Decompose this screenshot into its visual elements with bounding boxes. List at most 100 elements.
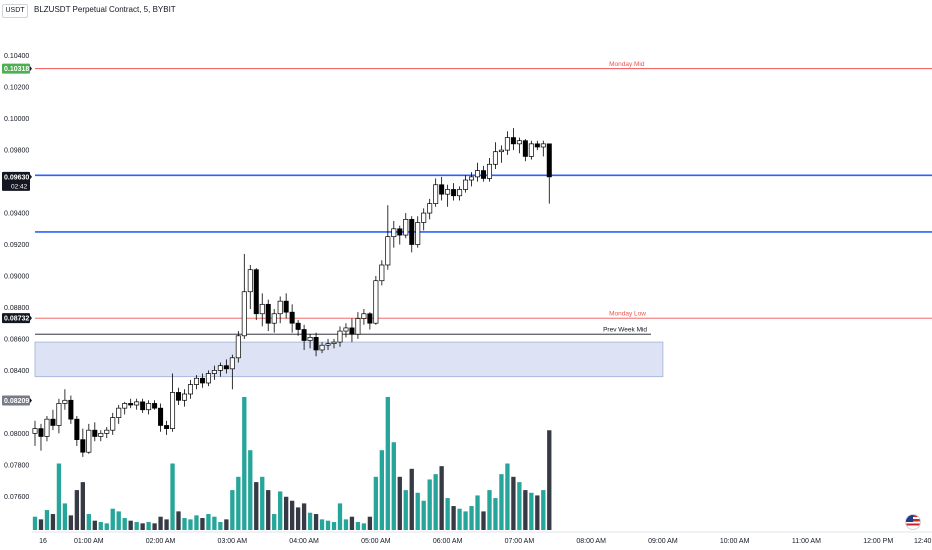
candle[interactable]	[445, 189, 451, 195]
candle[interactable]	[259, 303, 265, 315]
candle[interactable]	[421, 212, 427, 223]
candle[interactable]	[140, 401, 146, 411]
candle[interactable]	[122, 403, 128, 409]
candle[interactable]	[469, 176, 475, 181]
candle[interactable]	[217, 365, 223, 371]
candle[interactable]	[158, 407, 164, 426]
x-tick-label: 12:40 P	[914, 538, 932, 545]
candle[interactable]	[475, 170, 481, 178]
candle[interactable]	[211, 370, 217, 374]
volume-bar	[248, 450, 253, 530]
candle[interactable]	[528, 143, 534, 157]
candle[interactable]	[128, 403, 134, 406]
candle[interactable]	[44, 418, 50, 437]
candle[interactable]	[265, 303, 271, 324]
time-axis[interactable]: 16 01:00 AM 02:00 AM 03:00 AM 04:00 AM 05:00 …	[32, 531, 932, 545]
candle[interactable]	[325, 343, 331, 346]
candle[interactable]	[379, 264, 385, 282]
candle[interactable]	[116, 407, 122, 418]
candle[interactable]	[415, 222, 421, 245]
volume-bar	[415, 492, 420, 530]
candle[interactable]	[427, 203, 433, 214]
candle[interactable]	[403, 219, 409, 236]
candle[interactable]	[164, 425, 170, 429]
candle[interactable]	[104, 429, 110, 434]
candle[interactable]	[38, 428, 44, 437]
candle[interactable]	[486, 163, 492, 179]
candle[interactable]	[439, 184, 445, 195]
candle[interactable]	[229, 357, 235, 370]
price-badge-bg	[2, 395, 30, 406]
candle[interactable]	[241, 291, 247, 337]
candle[interactable]	[385, 236, 391, 266]
candle[interactable]	[253, 269, 259, 315]
candle[interactable]	[247, 269, 253, 293]
candle[interactable]	[522, 140, 528, 157]
candle[interactable]	[319, 344, 325, 351]
candle[interactable]	[56, 403, 62, 426]
candle[interactable]	[205, 373, 211, 384]
candle[interactable]	[492, 151, 498, 165]
candle[interactable]	[283, 300, 289, 313]
candle[interactable]	[176, 392, 182, 401]
candle[interactable]	[510, 137, 516, 145]
candle[interactable]	[223, 365, 229, 370]
candle[interactable]	[480, 170, 487, 179]
candle[interactable]	[504, 137, 510, 151]
candle[interactable]	[307, 337, 313, 341]
candle[interactable]	[50, 418, 56, 426]
candle[interactable]	[74, 418, 80, 440]
candle[interactable]	[355, 318, 361, 335]
candle[interactable]	[271, 313, 277, 324]
candle[interactable]	[349, 327, 355, 335]
candle[interactable]	[367, 313, 373, 324]
candle[interactable]	[331, 341, 337, 345]
price-axis[interactable]: 0.104000.102000.100000.098000.096000.094…	[4, 53, 29, 501]
candle[interactable]	[301, 329, 307, 341]
candle[interactable]	[32, 428, 38, 434]
candle[interactable]	[110, 417, 116, 431]
candle[interactable]	[235, 335, 241, 359]
x-tick-label: 01:00 AM	[74, 538, 104, 545]
zone-rect[interactable]	[34, 341, 664, 378]
y-tick-label: 0.10400	[4, 53, 29, 60]
candle[interactable]	[80, 439, 86, 453]
candle[interactable]	[146, 403, 152, 411]
currency-selector[interactable]: USDT	[2, 4, 28, 18]
candle[interactable]	[170, 392, 176, 429]
candle[interactable]	[498, 149, 504, 153]
candle[interactable]	[391, 228, 397, 238]
candle[interactable]	[68, 399, 74, 420]
candle[interactable]	[343, 327, 349, 332]
candle[interactable]	[199, 377, 205, 384]
candle[interactable]	[457, 189, 463, 197]
candle[interactable]	[193, 377, 199, 385]
candle[interactable]	[451, 189, 457, 197]
candle[interactable]	[397, 228, 403, 236]
volume-bar	[194, 515, 199, 530]
candle[interactable]	[433, 184, 439, 204]
candle[interactable]	[463, 179, 469, 190]
candle[interactable]	[187, 384, 193, 395]
price-badge-label: 0.09630	[4, 174, 29, 181]
candle[interactable]	[86, 429, 92, 453]
candle[interactable]	[516, 140, 522, 145]
candle[interactable]	[540, 143, 546, 148]
candle[interactable]	[295, 322, 301, 330]
candle[interactable]	[134, 401, 140, 406]
candle[interactable]	[152, 403, 158, 409]
candle[interactable]	[373, 280, 379, 324]
candle[interactable]	[92, 429, 98, 437]
candle[interactable]	[277, 300, 283, 315]
candle[interactable]	[409, 219, 415, 245]
candle[interactable]	[98, 432, 104, 437]
candle[interactable]	[534, 143, 540, 148]
candle[interactable]	[313, 337, 319, 351]
candle[interactable]	[361, 313, 367, 319]
candle[interactable]	[62, 399, 68, 404]
candle[interactable]	[546, 143, 552, 178]
candle[interactable]	[289, 311, 295, 324]
candle[interactable]	[337, 330, 343, 343]
candle[interactable]	[181, 393, 188, 401]
